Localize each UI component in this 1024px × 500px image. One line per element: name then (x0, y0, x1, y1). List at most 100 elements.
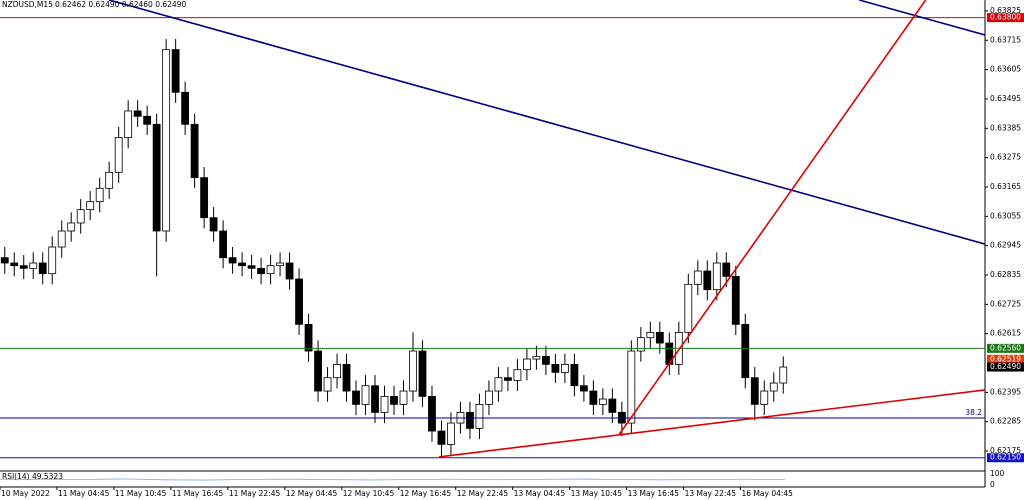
y-tick-label: 0.62175 (990, 446, 1021, 455)
x-tick-label: 13 May 04:45 (514, 489, 566, 498)
level-label-box (987, 13, 1024, 23)
candle-body (285, 262, 294, 280)
candle-body (722, 262, 731, 277)
y-tick-label: 0.62945 (990, 241, 1021, 250)
y-tick-label: 0.62285 (990, 417, 1021, 426)
level-label-box (987, 343, 1024, 353)
y-tick-label: 0.62615 (990, 329, 1021, 338)
candle-body (209, 217, 218, 232)
candle-body (238, 262, 246, 267)
x-tick-label: 11 May 10:45 (115, 489, 167, 498)
candle-body (504, 377, 512, 381)
trend-line (858, 0, 985, 36)
candle-body (295, 278, 303, 325)
candle-body (447, 422, 455, 445)
candle-body (570, 363, 579, 387)
candle-body (627, 350, 636, 424)
candle-body (114, 137, 123, 173)
candle-body (247, 265, 256, 269)
candle-body (437, 430, 446, 445)
x-tick-label: 10 May 2022 (1, 489, 50, 498)
candle-body (314, 350, 322, 392)
candle-body (143, 115, 152, 125)
candle-body (390, 395, 398, 405)
candle-body (342, 363, 351, 392)
y-tick-label: 0.63825 (990, 6, 1021, 15)
x-tick-label: 13 May 16:45 (628, 489, 680, 498)
level-label-box (987, 453, 1024, 463)
rsi-line (0, 478, 786, 481)
level-label-box (987, 362, 1024, 372)
candle-body (485, 390, 493, 405)
candle-body (741, 323, 750, 379)
trend-line (618, 0, 927, 435)
candle-body (769, 382, 778, 392)
candle-body (418, 350, 427, 397)
y-tick-label: 0.62395 (990, 387, 1021, 396)
candle-body (712, 262, 721, 291)
x-tick-label: 12 May 10:45 (343, 489, 395, 498)
candle-body (38, 262, 47, 275)
y-tick-label: 0.63605 (990, 65, 1021, 74)
candle-body (608, 398, 617, 413)
candle-body (646, 331, 655, 339)
candle-body (19, 265, 28, 269)
y-tick-label: 0.63275 (990, 153, 1021, 162)
x-tick-label: 12 May 22:45 (457, 489, 509, 498)
candle-body (276, 262, 284, 267)
candle-body (86, 201, 95, 211)
y-tick-label: 0.63495 (990, 94, 1021, 103)
candle-body (200, 177, 209, 219)
level-label: 0.63800 (990, 13, 1021, 22)
x-tick-label: 16 May 04:45 (742, 489, 794, 498)
candle-body (333, 363, 341, 379)
candle-body (190, 123, 199, 179)
level-label: 0.62490 (990, 362, 1021, 371)
candle-body (105, 171, 114, 189)
candle-body (655, 331, 664, 344)
candle-body (219, 230, 228, 259)
y-tick-label: 0.63385 (990, 123, 1021, 132)
candle-body (475, 403, 484, 429)
candle-body (171, 49, 180, 93)
level-label: 0.62150 (990, 453, 1021, 462)
fibo-label: 38.2 (965, 408, 982, 417)
candle-body (409, 350, 417, 392)
candle-body (152, 123, 161, 232)
candle-body (551, 363, 560, 373)
rsi-tick-label: 0 (990, 480, 995, 489)
candle-body (323, 377, 332, 392)
y-tick-label: 0.62835 (990, 270, 1021, 279)
x-tick-label: 11 May 22:45 (229, 489, 281, 498)
rsi-label: RSI(14) 49.5323 (2, 472, 63, 481)
candle-body (181, 91, 190, 125)
candle-body (67, 222, 76, 232)
candle-body (48, 246, 57, 275)
candle-body (684, 283, 693, 333)
x-tick-label: 13 May 10:45 (571, 489, 623, 498)
candle-body (750, 377, 759, 405)
candle-body (760, 390, 769, 405)
candle-body (124, 110, 133, 139)
candle-body (228, 257, 237, 264)
candle-body (352, 390, 360, 405)
candle-body (703, 270, 712, 291)
x-tick-label: 13 May 22:45 (685, 489, 737, 498)
candle-body (380, 395, 389, 413)
rsi-tick-label: 100 (990, 469, 1005, 478)
level-label: 0.62519 (990, 354, 1021, 363)
x-tick-label: 12 May 04:45 (286, 489, 338, 498)
candle-body (598, 398, 607, 405)
candle-body (523, 358, 531, 371)
candle-body (428, 395, 436, 432)
x-tick-label: 11 May 04:45 (58, 489, 110, 498)
y-tick-label: 0.62725 (990, 299, 1021, 308)
candle-body (731, 275, 740, 325)
x-tick-label: 11 May 16:45 (172, 489, 224, 498)
candle-body (76, 209, 85, 224)
candle-body (162, 49, 171, 232)
level-label-box (987, 354, 1024, 364)
